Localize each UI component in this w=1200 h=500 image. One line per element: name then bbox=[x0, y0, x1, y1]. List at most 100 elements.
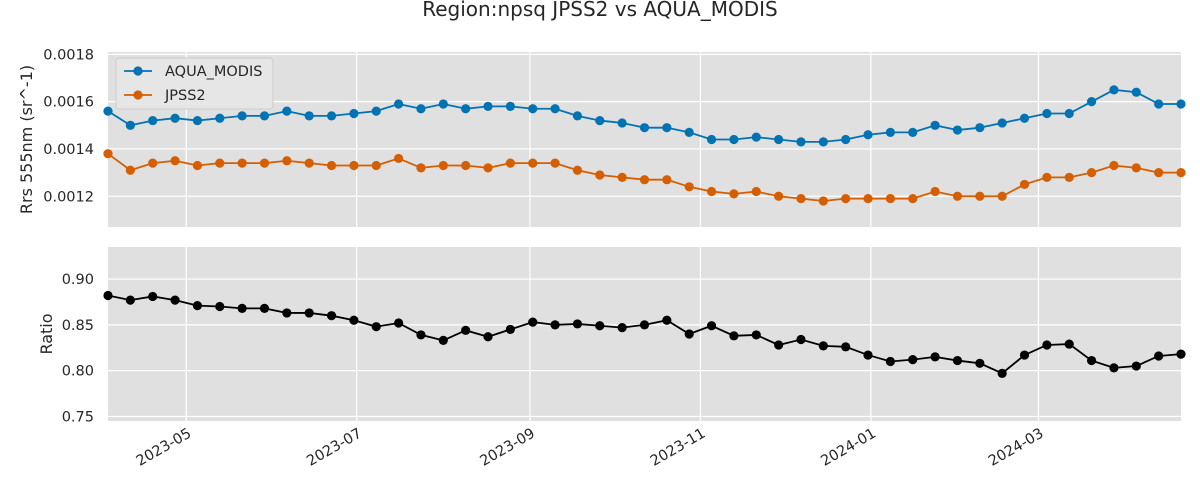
rrs-panel-marks bbox=[103, 85, 1186, 206]
y-tick-label: 0.0018 bbox=[43, 47, 94, 63]
data-point-jpss2 bbox=[841, 194, 851, 204]
data-point-aqua-modis bbox=[975, 123, 985, 133]
data-point-ratio bbox=[505, 324, 515, 335]
data-point-ratio bbox=[662, 315, 672, 325]
data-point-aqua-modis bbox=[550, 104, 560, 114]
ratio-panel: 0.75 0.80 0.85 0.90 Ratio bbox=[37, 247, 1186, 425]
data-point-ratio bbox=[192, 301, 203, 311]
data-point-ratio bbox=[1154, 351, 1164, 361]
data-point-jpss2 bbox=[1019, 179, 1030, 190]
legend-label-aqua-modis: AQUA_MODIS bbox=[165, 64, 262, 80]
data-point-ratio bbox=[774, 340, 784, 350]
data-point-jpss2 bbox=[237, 158, 247, 168]
data-point-jpss2 bbox=[326, 160, 337, 171]
x-tick-label: 2023-07 bbox=[304, 426, 364, 470]
data-point-jpss2 bbox=[282, 156, 292, 166]
data-point-aqua-modis bbox=[326, 111, 337, 121]
data-point-jpss2 bbox=[1154, 168, 1164, 178]
ratio-panel-marks bbox=[103, 290, 1186, 378]
legend: AQUA_MODIS JPSS2 bbox=[115, 57, 274, 110]
y-tick-label: 0.80 bbox=[62, 364, 94, 380]
data-point-jpss2 bbox=[930, 186, 940, 197]
data-point-aqua-modis bbox=[1064, 108, 1074, 119]
x-tick-label: 2024-03 bbox=[986, 426, 1046, 470]
data-point-ratio bbox=[796, 334, 806, 345]
data-point-ratio bbox=[841, 342, 851, 352]
data-point-ratio bbox=[215, 301, 225, 312]
data-point-ratio bbox=[997, 368, 1007, 378]
data-point-aqua-modis bbox=[1109, 85, 1119, 95]
data-point-ratio bbox=[1131, 361, 1141, 371]
data-point-aqua-modis bbox=[1176, 99, 1186, 109]
data-point-ratio bbox=[863, 350, 873, 360]
data-point-jpss2 bbox=[617, 172, 627, 182]
data-point-jpss2 bbox=[1176, 168, 1186, 178]
data-point-ratio bbox=[259, 303, 270, 313]
data-point-ratio bbox=[304, 308, 314, 318]
y-tick-label: 0.0014 bbox=[43, 142, 94, 158]
data-point-jpss2 bbox=[774, 191, 784, 201]
data-point-ratio bbox=[952, 355, 963, 366]
data-point-jpss2 bbox=[125, 165, 135, 175]
data-point-aqua-modis bbox=[796, 137, 806, 147]
data-point-jpss2 bbox=[662, 175, 672, 185]
data-point-jpss2 bbox=[528, 158, 538, 168]
data-point-aqua-modis bbox=[706, 134, 717, 145]
data-point-jpss2 bbox=[1131, 163, 1141, 173]
series-aqua-modis bbox=[103, 85, 1186, 147]
data-point-jpss2 bbox=[952, 191, 963, 201]
data-point-ratio bbox=[1064, 339, 1074, 349]
data-point-jpss2 bbox=[908, 194, 918, 204]
series-jpss2 bbox=[103, 149, 1186, 206]
data-point-ratio bbox=[818, 341, 828, 351]
data-point-aqua-modis bbox=[461, 104, 471, 114]
data-point-aqua-modis bbox=[148, 115, 158, 126]
data-point-jpss2 bbox=[706, 186, 717, 197]
data-point-ratio bbox=[751, 330, 761, 340]
data-point-ratio bbox=[572, 319, 583, 329]
legend-marker-aqua-modis bbox=[133, 66, 143, 76]
data-point-ratio bbox=[103, 290, 113, 301]
x-tick-label: 2023-05 bbox=[134, 426, 194, 470]
data-point-ratio bbox=[282, 308, 292, 318]
data-point-ratio bbox=[461, 325, 471, 335]
data-point-ratio bbox=[595, 321, 605, 331]
data-point-jpss2 bbox=[818, 196, 828, 206]
data-point-aqua-modis bbox=[595, 115, 605, 126]
data-point-aqua-modis bbox=[885, 127, 895, 138]
data-point-jpss2 bbox=[394, 153, 404, 164]
data-point-aqua-modis bbox=[237, 111, 247, 121]
data-point-ratio bbox=[528, 317, 538, 327]
data-point-aqua-modis bbox=[1042, 108, 1052, 119]
data-point-ratio bbox=[148, 291, 158, 302]
data-point-ratio bbox=[1109, 363, 1119, 373]
y-tick-label: 0.0016 bbox=[43, 95, 94, 111]
data-point-ratio bbox=[930, 352, 940, 362]
data-point-ratio bbox=[617, 322, 627, 333]
data-point-aqua-modis bbox=[729, 134, 739, 145]
legend-marker-jpss2 bbox=[133, 90, 143, 100]
data-point-aqua-modis bbox=[662, 123, 672, 133]
data-point-jpss2 bbox=[505, 158, 515, 168]
data-point-ratio bbox=[1019, 350, 1030, 360]
data-point-jpss2 bbox=[1086, 168, 1097, 178]
data-point-jpss2 bbox=[595, 170, 605, 180]
data-point-aqua-modis bbox=[863, 130, 873, 140]
data-point-aqua-modis bbox=[774, 134, 784, 145]
legend-label-jpss2: JPSS2 bbox=[164, 88, 206, 104]
series-ratio bbox=[103, 290, 1186, 378]
data-point-jpss2 bbox=[371, 160, 381, 171]
data-point-jpss2 bbox=[1042, 172, 1052, 182]
data-point-jpss2 bbox=[684, 182, 694, 192]
data-point-jpss2 bbox=[416, 163, 426, 173]
rrs-y-axis-label: Rrs 555nm (sr^-1) bbox=[17, 65, 36, 214]
data-point-aqua-modis bbox=[751, 132, 761, 142]
data-point-ratio bbox=[326, 311, 337, 321]
data-point-jpss2 bbox=[885, 194, 895, 204]
data-point-aqua-modis bbox=[304, 111, 314, 121]
data-point-aqua-modis bbox=[1154, 99, 1164, 109]
data-point-jpss2 bbox=[103, 149, 113, 159]
data-point-aqua-modis bbox=[170, 113, 180, 123]
x-tick-label: 2023-09 bbox=[477, 426, 537, 470]
data-point-aqua-modis bbox=[1131, 87, 1141, 97]
